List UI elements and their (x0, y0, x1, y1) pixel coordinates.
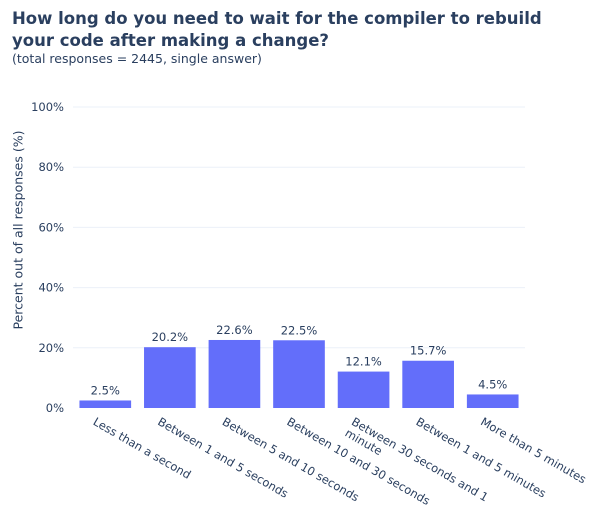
data-label: 4.5% (478, 377, 507, 391)
y-tick-label: 0% (46, 401, 64, 415)
bar (144, 347, 196, 408)
grid-lines (73, 106, 525, 349)
y-tick-label: 20% (38, 341, 64, 355)
data-label: 12.1% (345, 355, 382, 369)
bar (79, 400, 132, 408)
x-tick-label: More than 5 minutes (478, 414, 588, 486)
y-tick-label: 60% (38, 220, 64, 234)
y-tick-label: 40% (38, 281, 64, 295)
bars (79, 339, 519, 408)
chart-subtitle: (total responses = 2445, single answer) (12, 51, 262, 66)
chart-title: How long do you need to wait for the com… (12, 9, 542, 50)
y-tick-label: 100% (31, 100, 64, 114)
data-label: 15.7% (410, 344, 447, 358)
bar (466, 394, 519, 408)
x-tick-label-line: More than 5 minutes (478, 414, 588, 486)
bar (402, 360, 454, 408)
data-label: 22.5% (281, 323, 318, 337)
bar (273, 340, 325, 408)
data-label: 2.5% (91, 383, 120, 397)
y-axis-ticks: 0% 20% 40% 60% 80% 100% (31, 100, 64, 415)
data-label: 22.6% (216, 323, 253, 337)
bar (208, 339, 261, 408)
y-tick-label: 80% (38, 160, 64, 174)
data-labels: 2.5% 20.2% 22.6% 22.5% 12.1% 15.7% 4.5% (91, 323, 508, 398)
data-label: 20.2% (152, 330, 189, 344)
bar (337, 371, 390, 408)
